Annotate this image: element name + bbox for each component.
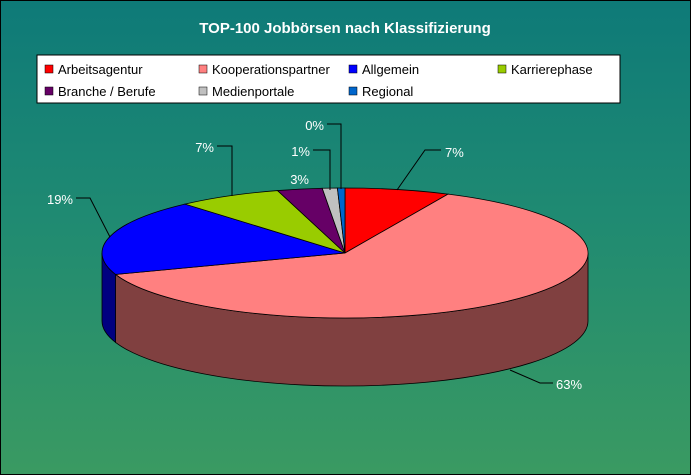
legend-label-medienportale: Medienportale bbox=[212, 84, 294, 99]
legend-swatch-arbeitsagentur bbox=[44, 64, 54, 74]
pct-label-arbeitsagentur: 7% bbox=[445, 145, 464, 160]
legend-swatch-medienportale bbox=[198, 86, 208, 96]
legend: Arbeitsagentur Kooperationspartner Allgeme… bbox=[36, 54, 621, 104]
pie-slice-karrierephase bbox=[183, 190, 346, 254]
chart-title: TOP-100 Jobbörsen nach Klassifizierung bbox=[199, 20, 490, 37]
legend-label-branche-berufe: Branche / Berufe bbox=[58, 84, 156, 99]
pct-label-kooperationspartner: 63% bbox=[556, 377, 582, 392]
leader-line-kooperationspartner bbox=[509, 369, 553, 384]
leader-line-karrierephase bbox=[217, 145, 233, 196]
pct-label-regional: 0% bbox=[305, 118, 324, 133]
legend-label-kooperationspartner: Kooperationspartner bbox=[212, 62, 330, 77]
pct-label-medienportale: 1% bbox=[291, 144, 310, 159]
legend-label-karrierephase: Karrierephase bbox=[511, 62, 593, 77]
legend-swatch-kooperationspartner bbox=[198, 64, 208, 74]
leader-line-regional bbox=[327, 123, 342, 189]
legend-swatch-regional bbox=[348, 86, 358, 96]
pie-tops bbox=[101, 187, 589, 319]
pct-label-karrierephase: 7% bbox=[195, 140, 214, 155]
legend-swatch-branche-berufe bbox=[44, 86, 54, 96]
legend-label-arbeitsagentur: Arbeitsagentur bbox=[58, 62, 143, 77]
legend-label-regional: Regional bbox=[362, 84, 413, 99]
pie-labels: 7% 63% 19% 7% 3% 1% 0% bbox=[47, 118, 582, 392]
legend-label-allgemein: Allgemein bbox=[362, 62, 419, 77]
legend-box bbox=[36, 54, 621, 104]
pct-label-branche-berufe: 3% bbox=[290, 172, 309, 187]
legend-swatch-karrierephase bbox=[497, 64, 507, 74]
pct-label-allgemein: 19% bbox=[47, 192, 73, 207]
legend-swatch-allgemein bbox=[348, 64, 358, 74]
leader-line-allgemein bbox=[76, 197, 111, 238]
pie-slice-kooperationspartner bbox=[114, 193, 589, 319]
leader-line-arbeitsagentur bbox=[396, 149, 441, 191]
leader-line-medienportale bbox=[313, 149, 331, 190]
